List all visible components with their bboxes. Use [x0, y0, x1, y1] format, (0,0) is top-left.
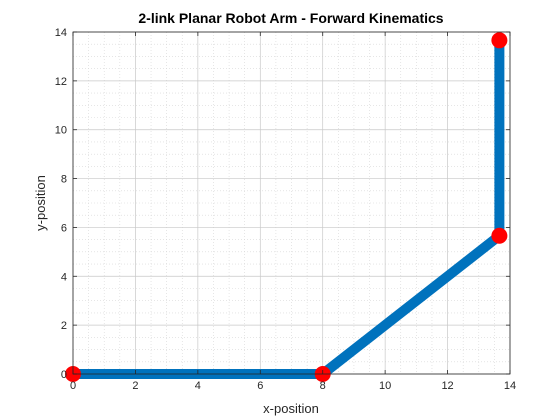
y-tick-label: 6: [61, 222, 67, 234]
y-tick-label: 14: [55, 27, 67, 39]
x-tick-label: 6: [257, 380, 263, 392]
arm-link-2: [319, 231, 503, 378]
x-tick-label: 14: [504, 380, 516, 392]
axes-box: [72, 31, 511, 375]
minor-grid: [73, 32, 510, 374]
x-tick-label: 10: [379, 380, 391, 392]
x-axis-label: x-position: [263, 401, 319, 416]
ticks: 0 2 4 6 8 10 12 14 0 2 4 6 8 10 12 14: [55, 27, 516, 392]
chart-title: 2-link Planar Robot Arm - Forward Kinema…: [138, 10, 443, 26]
y-tick-label: 10: [55, 125, 67, 137]
x-tick-label: 0: [70, 380, 76, 392]
joint-marker-3: [491, 32, 508, 49]
y-tick-label: 4: [61, 271, 67, 283]
y-tick-label: 12: [55, 76, 67, 88]
joint-marker-2: [491, 227, 508, 244]
x-tick-label: 8: [320, 380, 326, 392]
y-tick-label: 8: [61, 174, 67, 186]
y-axis-label: y-position: [33, 175, 48, 231]
x-tick-label: 4: [195, 380, 201, 392]
plot-area: 0 2 4 6 8 10 12 14 0 2 4 6 8 10 12 14: [55, 27, 516, 392]
y-tick-label: 2: [61, 320, 67, 332]
x-tick-label: 12: [441, 380, 453, 392]
y-tick-label: 0: [61, 369, 67, 381]
x-tick-label: 2: [132, 380, 138, 392]
